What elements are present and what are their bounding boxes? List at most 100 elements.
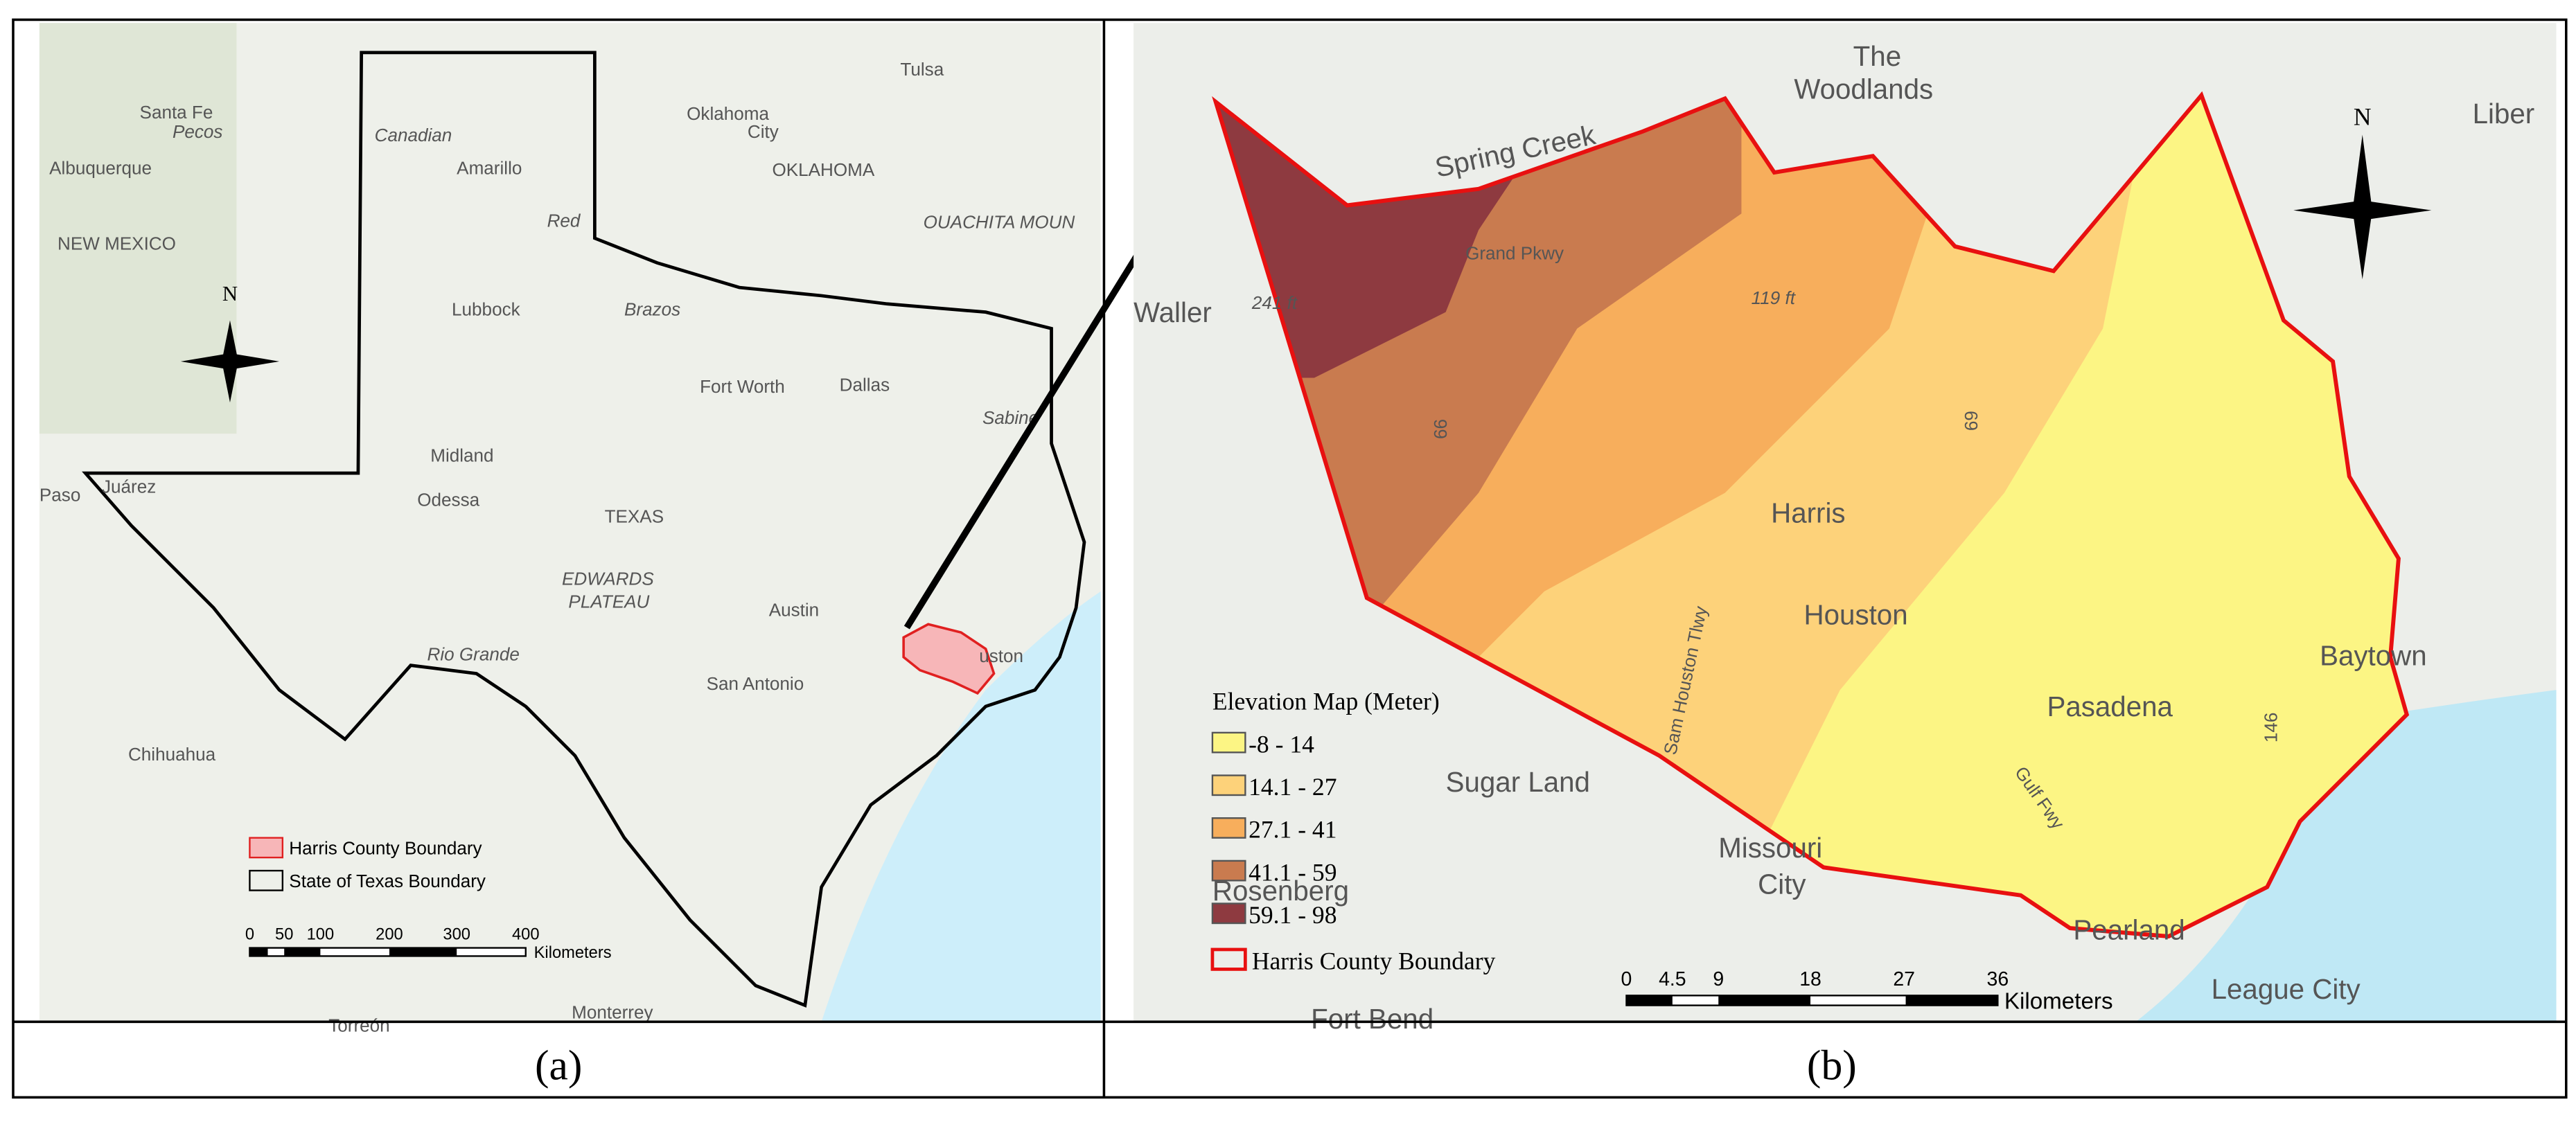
place-label: 146: [2260, 713, 2281, 743]
place-label: Paso: [39, 484, 80, 505]
place-label: City: [1758, 869, 1806, 900]
scale-unit: Kilometers: [534, 944, 612, 962]
place-label: Pecos: [173, 121, 222, 142]
place-label: Fort Worth: [700, 376, 785, 397]
place-label: Austin: [769, 599, 819, 620]
place-label: Waller: [1133, 297, 1212, 328]
scale-tick: 18: [1799, 968, 1821, 990]
place-label: Harris: [1771, 497, 1845, 528]
legend-label: 59.1 - 98: [1249, 901, 1336, 929]
place-label: 119 ft: [1752, 287, 1797, 308]
place-label: Houston: [1804, 599, 1908, 630]
scale-bar: 0 4.5 9 18 27 36 Kilometers: [1621, 968, 2113, 1014]
scale-bar-segment: [284, 947, 321, 956]
place-label: TEXAS: [605, 506, 664, 526]
legend-swatch: [1211, 902, 1246, 925]
place-label: City: [748, 121, 779, 142]
place-label: Santa Fe: [140, 102, 213, 123]
place-label: Red: [547, 210, 581, 231]
place-label: Monterrey: [572, 1002, 653, 1023]
place-label: Oklahoma: [687, 103, 769, 124]
place-label: Brazos: [624, 299, 680, 319]
place-label: Tulsa: [900, 59, 944, 80]
scale-tick: 100: [307, 926, 335, 944]
north-label: N: [222, 282, 238, 305]
scale-tick: 200: [376, 926, 403, 944]
place-label: Fort Bend: [1311, 1004, 1433, 1035]
legend-label: 14.1 - 27: [1249, 773, 1336, 801]
scale-bar-segment: [1626, 995, 1673, 1006]
panel-a: Santa Fe Tulsa Oklahoma City OKLAHOMA Al…: [39, 23, 1241, 1036]
scale-tick: 0: [1621, 968, 1632, 990]
panel-b: The Woodlands Spring Creek Grand Pkwy Wa…: [1133, 23, 2557, 1035]
outer-frame: [12, 18, 2568, 1099]
scale-unit: Kilometers: [2004, 988, 2113, 1014]
north-arrow: [2293, 200, 2432, 220]
place-label: Amarillo: [457, 157, 522, 178]
legend-label: 41.1 - 59: [1249, 858, 1336, 886]
legend-swatch: [249, 837, 284, 859]
place-label: Canadian: [375, 125, 452, 145]
place-label: uston: [979, 645, 1023, 666]
place-label: Baytown: [2320, 641, 2427, 672]
place-label: 99: [1430, 419, 1451, 439]
place-label: PLATEAU: [568, 591, 649, 612]
terrain: [39, 23, 237, 434]
place-label: Juárez: [102, 477, 156, 497]
caption: (a): [535, 1042, 582, 1089]
water: [2135, 690, 2557, 1022]
place-label: 241 ft: [1251, 292, 1298, 313]
legend-label: Harris County Boundary: [1252, 947, 1496, 974]
place-label: San Antonio: [707, 673, 804, 694]
legend-label: State of Texas Boundary: [289, 871, 486, 891]
north-label: N: [2354, 103, 2372, 130]
scale-tick: 0: [245, 926, 254, 944]
place-label: OKLAHOMA: [772, 159, 874, 180]
place-label: Woodlands: [1794, 73, 1933, 105]
place-label: Dallas: [840, 375, 890, 395]
scale-tick: 300: [443, 926, 470, 944]
scale-tick: 9: [1713, 968, 1724, 990]
place-label: Albuquerque: [49, 157, 152, 178]
place-label: Lubbock: [452, 299, 521, 319]
legend-label: -8 - 14: [1249, 730, 1314, 758]
place-label: Grand Pkwy: [1465, 243, 1564, 264]
place-label: Missouri: [1718, 832, 1822, 864]
scale-tick: 400: [512, 926, 540, 944]
place-label: Pasadena: [2047, 691, 2173, 722]
scale-bar-segment: [1718, 995, 1811, 1006]
legend-label: Harris County Boundary: [289, 837, 482, 858]
harris-county: [902, 623, 996, 695]
place-label: 69: [1961, 411, 1982, 431]
scale-bar-segment: [249, 947, 268, 956]
place-label: Rio Grande: [427, 643, 520, 664]
legend-swatch: [1210, 947, 1247, 971]
place-label: Sugar Land: [1446, 767, 1590, 798]
legend-swatch: [1211, 774, 1246, 796]
legend-swatch: [1211, 860, 1246, 882]
place-label: Odessa: [417, 490, 479, 510]
place-label: OUACHITA MOUN: [924, 212, 1075, 233]
place-label: Pearland: [2073, 915, 2185, 946]
water: [821, 591, 1101, 1022]
scale-bar-segment: [389, 947, 457, 956]
harris-county-boundary: [1212, 91, 2410, 939]
place-label: Liber: [2473, 98, 2535, 130]
place-label: League City: [2212, 974, 2361, 1005]
legend-swatch: [1211, 731, 1246, 754]
place-label: Torreón: [328, 1015, 389, 1036]
scale-bar-segment: [1905, 995, 1998, 1006]
scale-tick: 50: [275, 926, 293, 944]
texas-boundary: [82, 51, 1086, 1008]
place-label: Midland: [430, 445, 493, 465]
scale-tick: 27: [1893, 968, 1915, 990]
place-label: NEW MEXICO: [58, 233, 176, 254]
place-label: EDWARDS: [562, 568, 654, 589]
scale-tick: 4.5: [1659, 968, 1686, 990]
scale-tick: 36: [1987, 968, 2009, 990]
legend-label: 27.1 - 41: [1249, 816, 1336, 844]
legend-title: Elevation Map (Meter): [1212, 688, 1440, 715]
legend-swatch: [1211, 817, 1246, 839]
legend-swatch: [249, 869, 284, 891]
